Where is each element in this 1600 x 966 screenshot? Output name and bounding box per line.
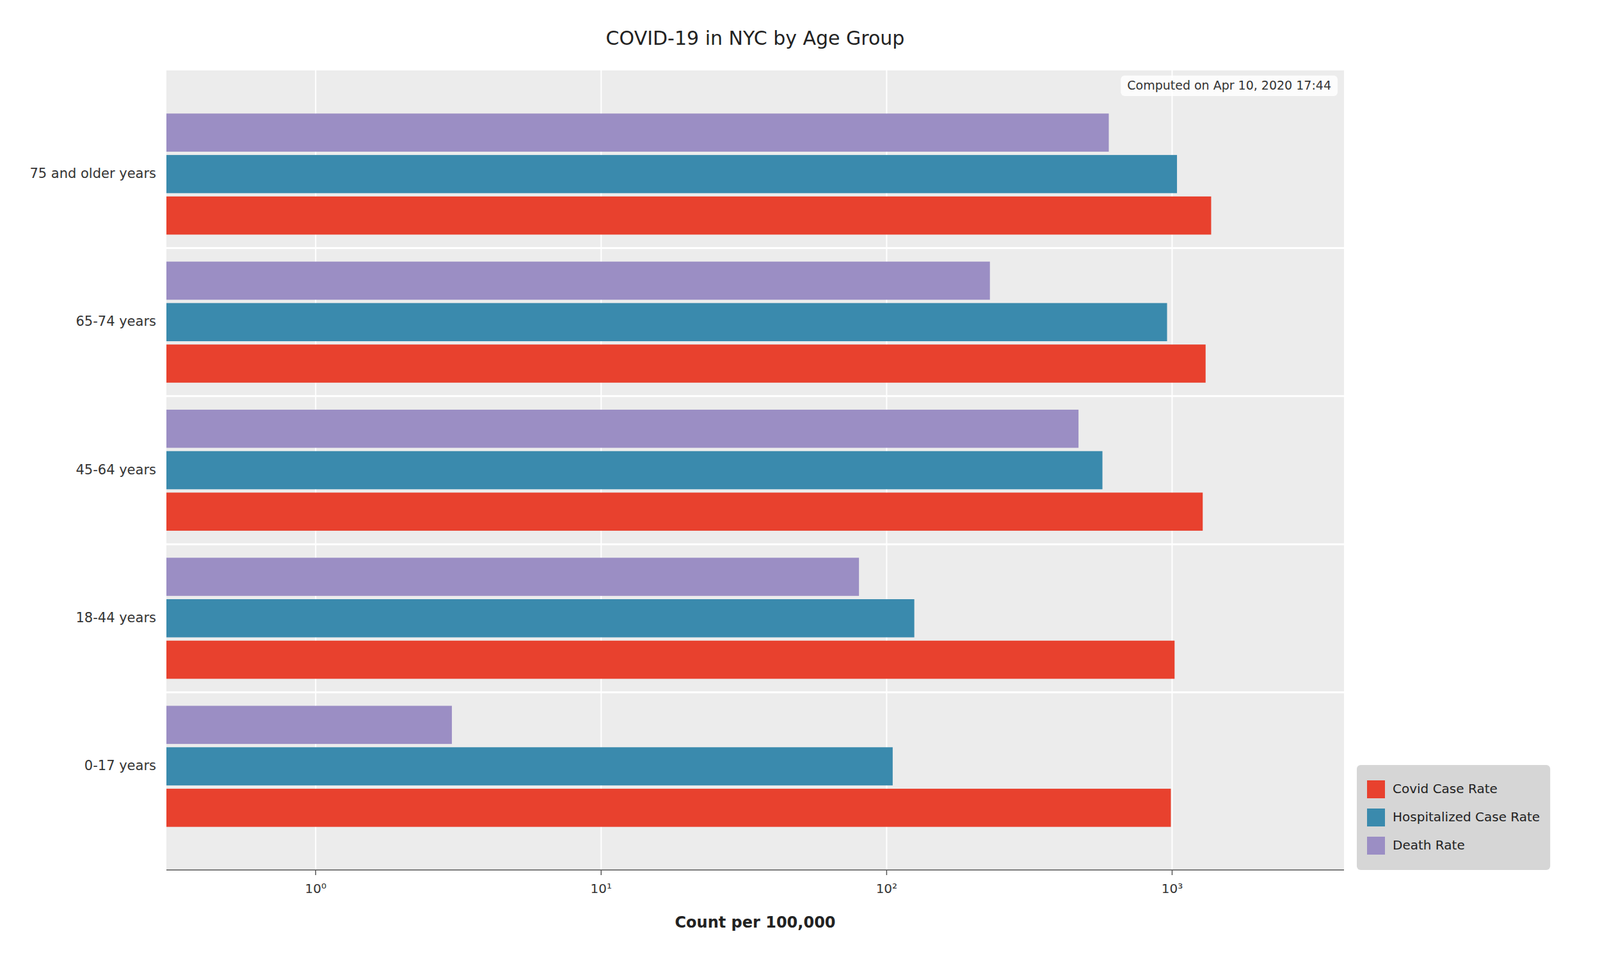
bar: [166, 640, 1175, 680]
legend-background: [1356, 764, 1551, 870]
legend-swatch: [1367, 836, 1385, 855]
bar: [166, 154, 1177, 194]
category-label: 65-74 years: [76, 313, 157, 329]
legend-label: Covid Case Rate: [1392, 780, 1498, 797]
tick-mark: [314, 869, 317, 875]
subtitle-background: [1120, 75, 1338, 96]
legend-label: Hospitalized Case Rate: [1392, 808, 1540, 825]
x-axis-label: Count per 100,000: [674, 913, 836, 932]
category-label: 18-44 years: [76, 609, 157, 626]
category-label: 45-64 years: [76, 462, 157, 478]
tick-label: 10²: [876, 880, 898, 896]
subtitle-box: Computed on Apr 10, 2020 17:44: [1120, 75, 1338, 96]
legend-swatch: [1367, 808, 1385, 827]
bar: [166, 492, 1203, 531]
legend: Covid Case Rate Hospitalized Case Rate Dea…: [1356, 764, 1551, 870]
group-separator: [166, 247, 1344, 249]
x-ticks: 10⁰ 10¹ 10² 10³: [305, 869, 1184, 896]
category-label: 75 and older years: [29, 165, 157, 182]
bar: [166, 705, 452, 745]
legend-swatch: [1367, 780, 1385, 799]
bar: [166, 557, 859, 596]
group-separator: [166, 543, 1344, 546]
tick-label: 10¹: [590, 880, 612, 896]
category-label: 0-17 years: [84, 757, 157, 774]
bar: [166, 409, 1079, 448]
tick-mark: [1171, 869, 1174, 875]
bar: [166, 788, 1171, 827]
tick-mark: [886, 869, 888, 875]
bar: [166, 261, 991, 301]
legend-label: Death Rate: [1392, 837, 1465, 853]
tick-label: 10⁰: [305, 880, 327, 896]
chart: 10⁰ 10¹ 10² 10³ 0-17 years 18-44 years 45-64 y…: [0, 0, 1600, 966]
tick-label: 10³: [1161, 880, 1183, 896]
tick-mark: [600, 869, 603, 875]
group-separator: [166, 691, 1344, 694]
bar: [166, 196, 1211, 235]
bar: [166, 113, 1109, 152]
bar: [166, 302, 1168, 342]
bar: [166, 746, 893, 786]
bars: [166, 113, 1211, 827]
plot-background: [166, 70, 1344, 870]
subtitle: Computed on Apr 10, 2020 17:44: [1127, 78, 1332, 93]
bar: [166, 344, 1206, 383]
x-axis-line: [166, 869, 1344, 871]
bar: [166, 599, 915, 638]
title: COVID-19 in NYC by Age Group: [606, 26, 905, 50]
group-separator: [166, 394, 1344, 397]
bar: [166, 451, 1103, 490]
